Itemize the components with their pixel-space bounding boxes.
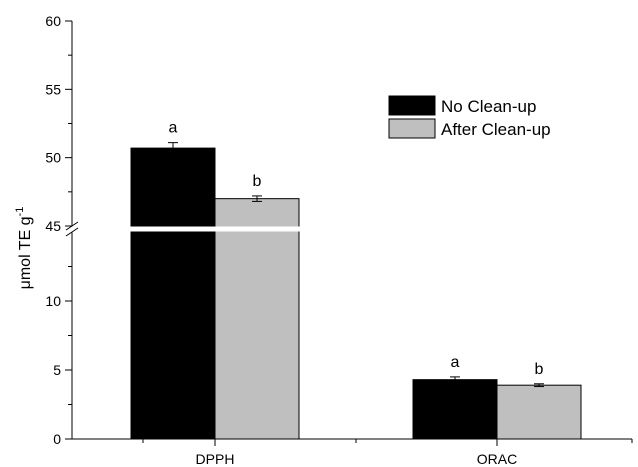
bar-dpph-no-clean-up xyxy=(130,147,216,440)
axis-break-gap xyxy=(73,226,633,232)
y-tick-label-50: 50 xyxy=(45,150,61,166)
y-tick-label-45: 45 xyxy=(45,218,61,234)
significance-labels-layer: a b a b xyxy=(169,120,544,378)
sig-label-orac-after-clean-up: b xyxy=(535,361,544,378)
legend-label-after-cleanup: After Clean-up xyxy=(441,120,551,139)
y-tick-label-60: 60 xyxy=(45,13,61,29)
sig-label-dpph-after-clean-up: b xyxy=(253,173,262,190)
y-axis-title: μmol TE g-1 xyxy=(14,207,34,290)
bars-layer xyxy=(73,147,633,440)
legend: No Clean-up After Clean-up xyxy=(388,95,551,139)
sig-label-orac-no-clean-up: a xyxy=(451,354,460,371)
axis-break-mark-lower xyxy=(65,227,79,237)
error-bars-layer xyxy=(168,142,544,388)
y-axis-title-superscript: -1 xyxy=(14,207,26,217)
y-tick-label-10: 10 xyxy=(45,293,61,309)
legend-swatch-after-cleanup xyxy=(388,118,436,139)
legend-swatch-no-cleanup xyxy=(388,95,436,116)
sig-label-dpph-no-clean-up: a xyxy=(169,120,178,137)
x-tick-label-dpph: DPPH xyxy=(196,451,235,467)
bar-orac-after-clean-up xyxy=(496,384,582,440)
y-tick-label-0: 0 xyxy=(53,431,61,447)
bar-dpph-after-clean-up xyxy=(214,198,300,440)
bar-orac-no-clean-up xyxy=(412,379,498,440)
legend-label-no-cleanup: No Clean-up xyxy=(441,97,536,116)
axes-layer: 0 5 10 45 50 55 60 DPPH ORAC xyxy=(45,13,633,467)
y-tick-label-5: 5 xyxy=(53,362,61,378)
x-tick-label-orac: ORAC xyxy=(477,451,517,467)
y-tick-label-55: 55 xyxy=(45,81,61,97)
y-axis-title-text: μmol TE g xyxy=(17,216,34,289)
